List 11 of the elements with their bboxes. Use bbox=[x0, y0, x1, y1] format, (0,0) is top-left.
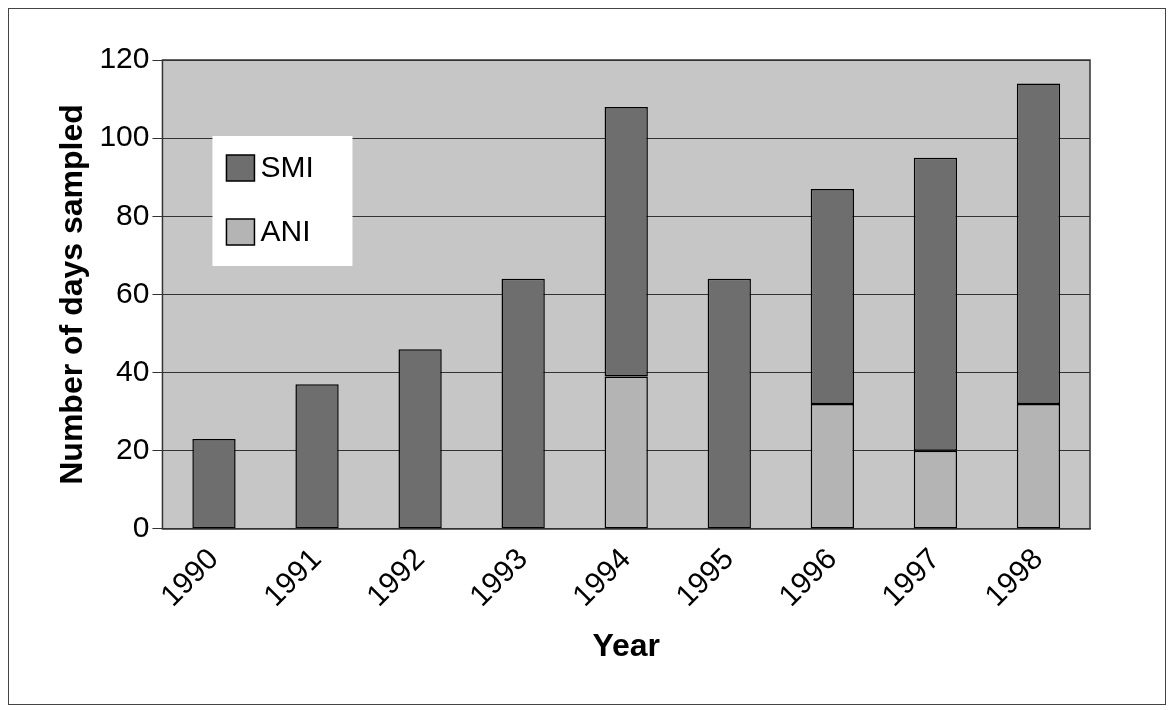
legend-label: SMI bbox=[260, 150, 314, 184]
x-axis-title: Year bbox=[592, 626, 661, 663]
y-tick-label: 20 bbox=[116, 432, 150, 466]
y-tick-label: 0 bbox=[132, 510, 150, 544]
legend-label: ANI bbox=[260, 214, 311, 248]
y-tick-label: 80 bbox=[116, 197, 150, 231]
y-axis-title: Number of days sampled bbox=[53, 104, 90, 485]
y-tick-label: 40 bbox=[116, 353, 150, 387]
y-tick-label: 120 bbox=[99, 41, 150, 75]
y-tick-label: 100 bbox=[99, 119, 150, 153]
y-tick-label: 60 bbox=[116, 275, 150, 309]
